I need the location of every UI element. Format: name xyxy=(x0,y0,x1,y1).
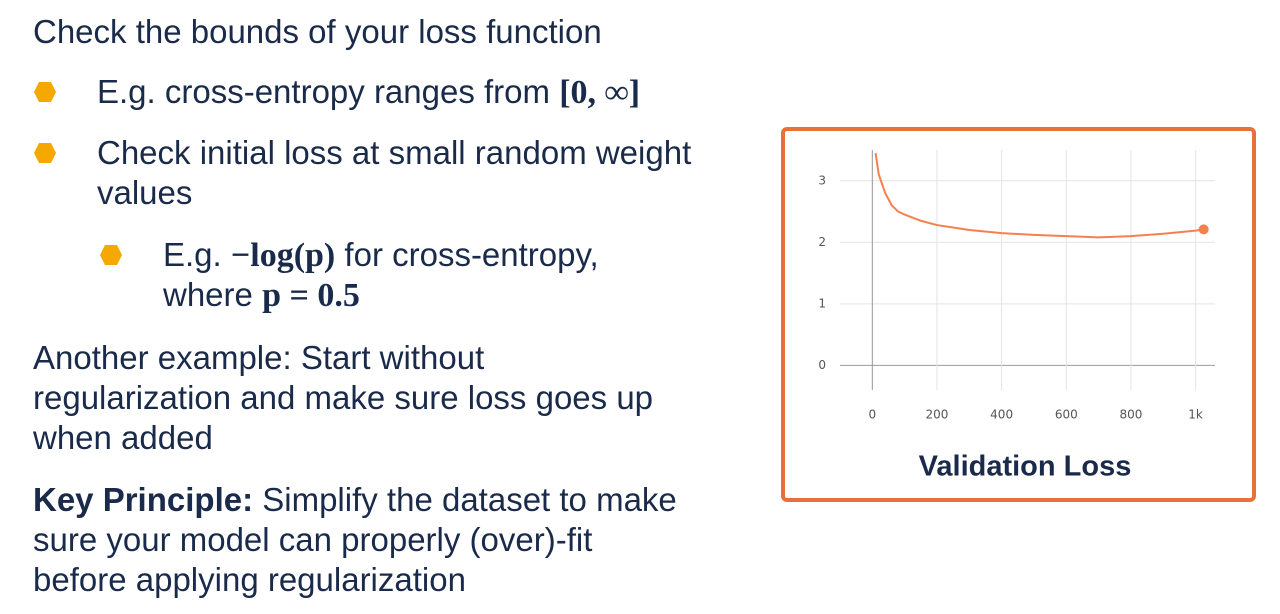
text-line: values xyxy=(97,173,192,213)
text-line: Check the bounds of your loss function xyxy=(33,12,602,52)
text: Check initial loss at small random weigh… xyxy=(97,134,692,171)
text-line: where p = 0.5 xyxy=(163,275,360,316)
y-tick-label: 2 xyxy=(818,235,826,249)
text: regularization and make sure loss goes u… xyxy=(33,379,654,416)
bold-text: Key Principle: xyxy=(33,481,254,518)
text-line: before applying regularization xyxy=(33,560,466,600)
x-tick-label: 600 xyxy=(1055,408,1078,422)
text-line: Check initial loss at small random weigh… xyxy=(97,133,691,173)
chart-title: Validation Loss xyxy=(919,451,1132,483)
text-line: when added xyxy=(33,418,213,458)
text-line: E.g. cross-entropy ranges from [0, ∞] xyxy=(97,72,640,113)
line xyxy=(874,152,1204,239)
y-tick-label: 3 xyxy=(818,173,826,187)
text-line: sure your model can properly (over)-fit xyxy=(33,520,592,560)
y-tick-label: 0 xyxy=(818,358,826,372)
text: Simplify the dataset to make xyxy=(253,481,677,518)
bullet xyxy=(100,245,122,265)
text: sure your model can properly (over)-fit xyxy=(33,521,593,558)
text-line: E.g. −log(p) for cross-entropy, xyxy=(163,235,599,276)
x-tick-label: 800 xyxy=(1119,408,1142,422)
text-line: Another example: Start without xyxy=(33,338,484,378)
y-tick-label: 1 xyxy=(818,296,826,310)
text: for cross-entropy, xyxy=(335,236,599,273)
math: p = 0.5 xyxy=(262,277,360,314)
text: where xyxy=(163,276,263,313)
x-tick-label: 0 xyxy=(869,408,877,422)
text: E.g. cross-entropy ranges from xyxy=(97,73,560,110)
text: E.g. xyxy=(163,236,231,273)
text: when added xyxy=(33,419,213,456)
text: before applying regularization xyxy=(33,561,466,598)
text-line: regularization and make sure loss goes u… xyxy=(33,378,653,418)
end-point xyxy=(1198,224,1209,235)
bullet xyxy=(34,143,56,163)
x-tick-label: 400 xyxy=(990,408,1013,422)
bullet xyxy=(34,82,56,102)
text-line: Key Principle: Simplify the dataset to m… xyxy=(33,480,677,520)
x-tick-label: 1k xyxy=(1188,408,1203,422)
text: values xyxy=(97,174,193,211)
text: Check the bounds of your loss function xyxy=(33,13,602,50)
math: [0, ∞] xyxy=(559,74,641,111)
x-tick-label: 200 xyxy=(926,408,949,422)
math: −log(p) xyxy=(230,237,336,274)
chart-frame xyxy=(781,127,1256,502)
text: Another example: Start without xyxy=(33,339,485,376)
